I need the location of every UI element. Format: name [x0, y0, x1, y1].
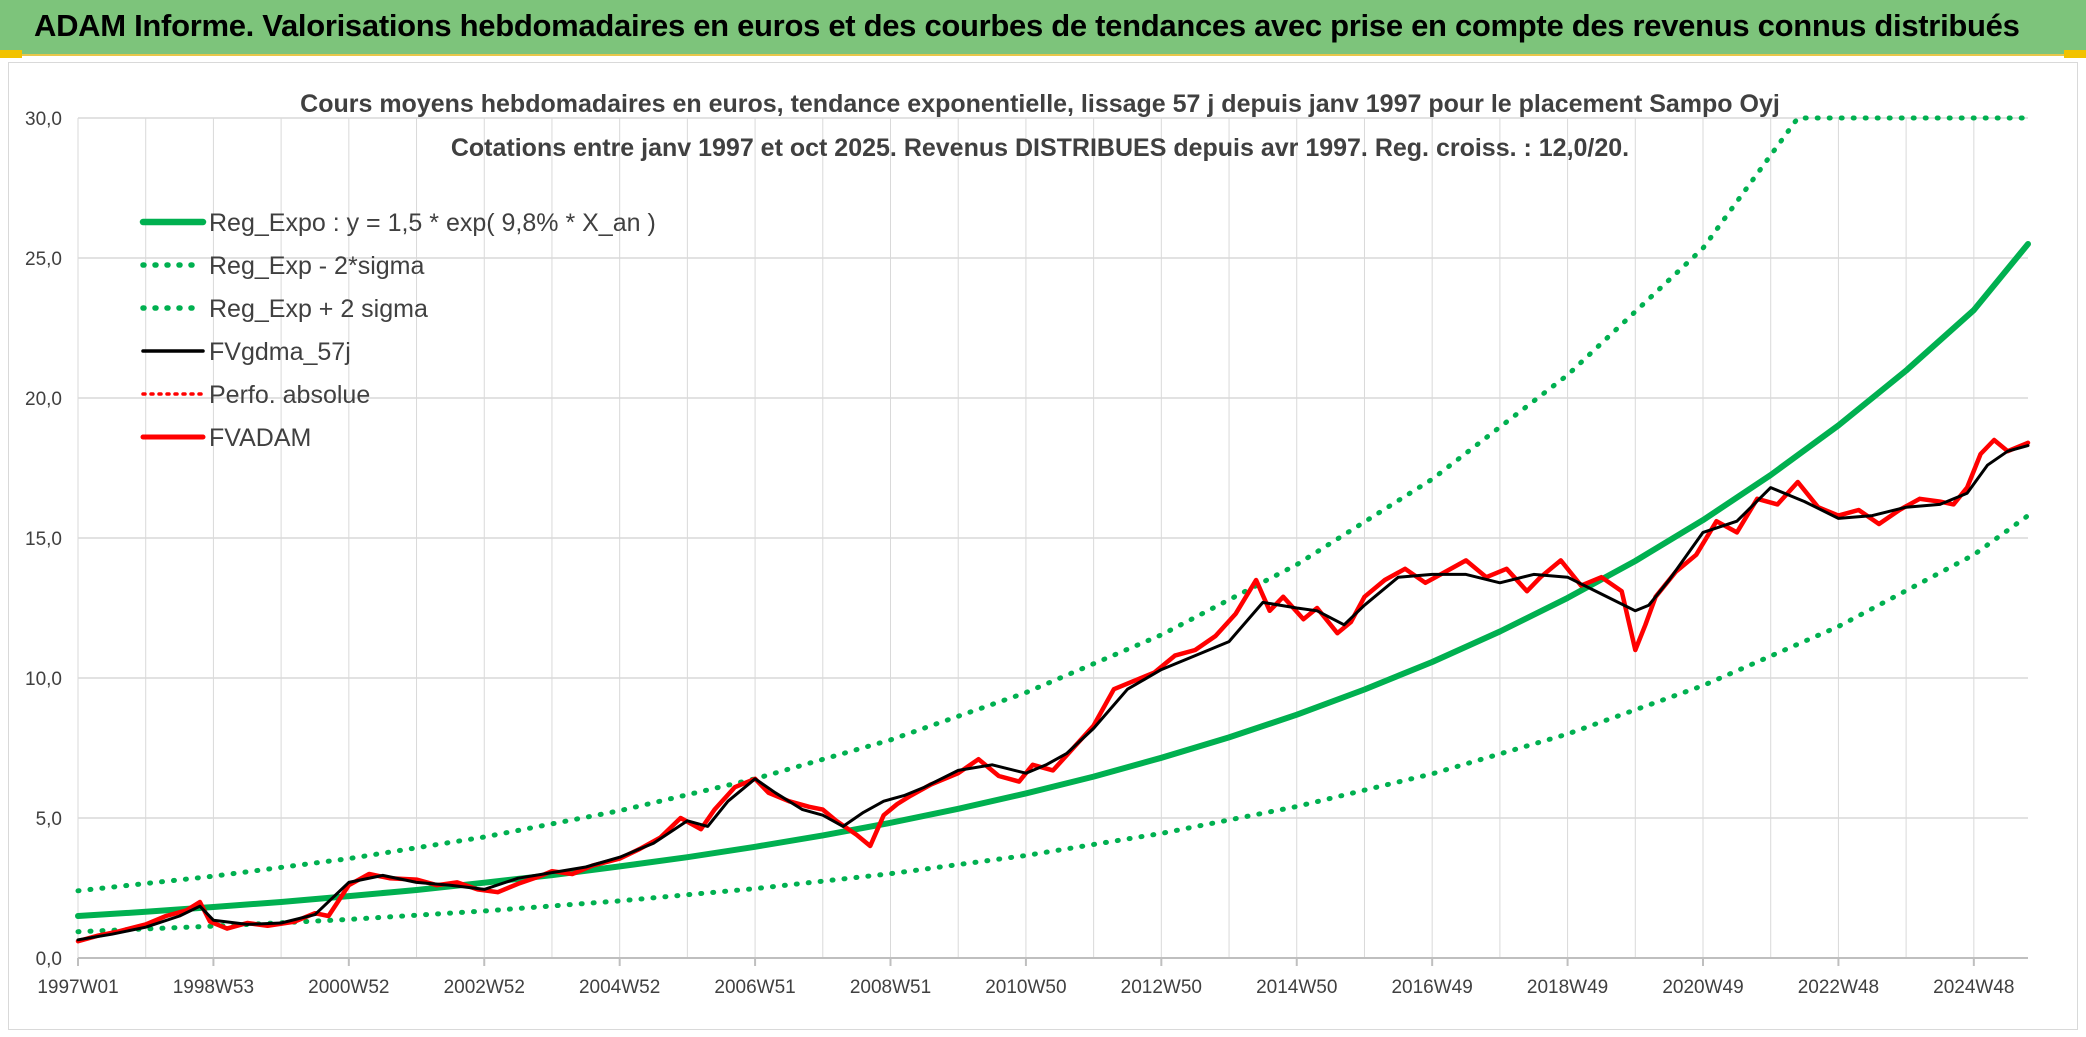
x-tick-label: 2004W52 — [579, 977, 660, 998]
y-tick-label: 30,0 — [25, 109, 62, 130]
axes: 0,0 5,0 10,0 15,0 20,0 25,0 30,0 1997W01 1998W53… — [25, 109, 2028, 998]
x-tick-label: 2016W49 — [1391, 977, 1472, 998]
series-line-0 — [75, 241, 2031, 919]
y-tick-label: 5,0 — [36, 809, 62, 830]
x-tick-label: 2006W51 — [714, 977, 795, 998]
x-tick-label: 2022W48 — [1798, 977, 1879, 998]
chart-area-frame — [8, 62, 2078, 1030]
series-line-2 — [75, 115, 2031, 894]
x-tick-label: 2024W48 — [1933, 977, 2014, 998]
banner-accent-right — [2064, 50, 2086, 58]
series-line-5 — [75, 437, 2031, 944]
chart-title-line-2: Cotations entre janv 1997 et oct 2025. R… — [451, 134, 1629, 162]
legend-label: Reg_Expo : y = 1,5 * exp( 9,8% * X_an ) — [209, 209, 656, 237]
y-tick-label: 10,0 — [25, 669, 62, 690]
x-tick-label: 2002W52 — [444, 977, 525, 998]
legend-label: FVADAM — [209, 424, 311, 452]
report-banner: ADAM Informe. Valorisations hebdomadaire… — [0, 0, 2086, 56]
x-tick-label: 1998W53 — [173, 977, 254, 998]
x-tick-label: 2018W49 — [1527, 977, 1608, 998]
x-tick-label: 2010W50 — [985, 977, 1066, 998]
gridlines — [77, 117, 2028, 959]
legend: Reg_Expo : y = 1,5 * exp( 9,8% * X_an ) R… — [139, 209, 656, 452]
y-tick-label: 0,0 — [36, 949, 62, 970]
report-title: ADAM Informe. Valorisations hebdomadaire… — [34, 8, 2020, 43]
y-tick-label: 15,0 — [25, 529, 62, 550]
x-tick-label: 1997W01 — [37, 977, 118, 998]
x-tick-label: 2008W51 — [850, 977, 931, 998]
legend-label: Reg_Exp + 2 sigma — [209, 295, 428, 323]
legend-label: Perfo. absolue — [209, 381, 370, 409]
chart-title-line-1: Cours moyens hebdomadaires en euros, ten… — [300, 90, 1780, 118]
x-tick-label: 2014W50 — [1256, 977, 1337, 998]
x-tick-label: 2012W50 — [1121, 977, 1202, 998]
legend-label: FVgdma_57j — [209, 338, 351, 366]
banner-accent-left — [0, 50, 22, 58]
legend-label: Reg_Exp - 2*sigma — [209, 252, 424, 280]
y-tick-label: 25,0 — [25, 249, 62, 270]
series-line-3 — [76, 444, 2030, 942]
chart-title: Cours moyens hebdomadaires en euros, ten… — [300, 90, 1780, 162]
x-tick-label: 2020W49 — [1662, 977, 1743, 998]
series-lines — [75, 115, 2031, 944]
x-tick-label: 2000W52 — [308, 977, 389, 998]
y-tick-label: 20,0 — [25, 389, 62, 410]
series-line-1 — [75, 513, 2031, 935]
